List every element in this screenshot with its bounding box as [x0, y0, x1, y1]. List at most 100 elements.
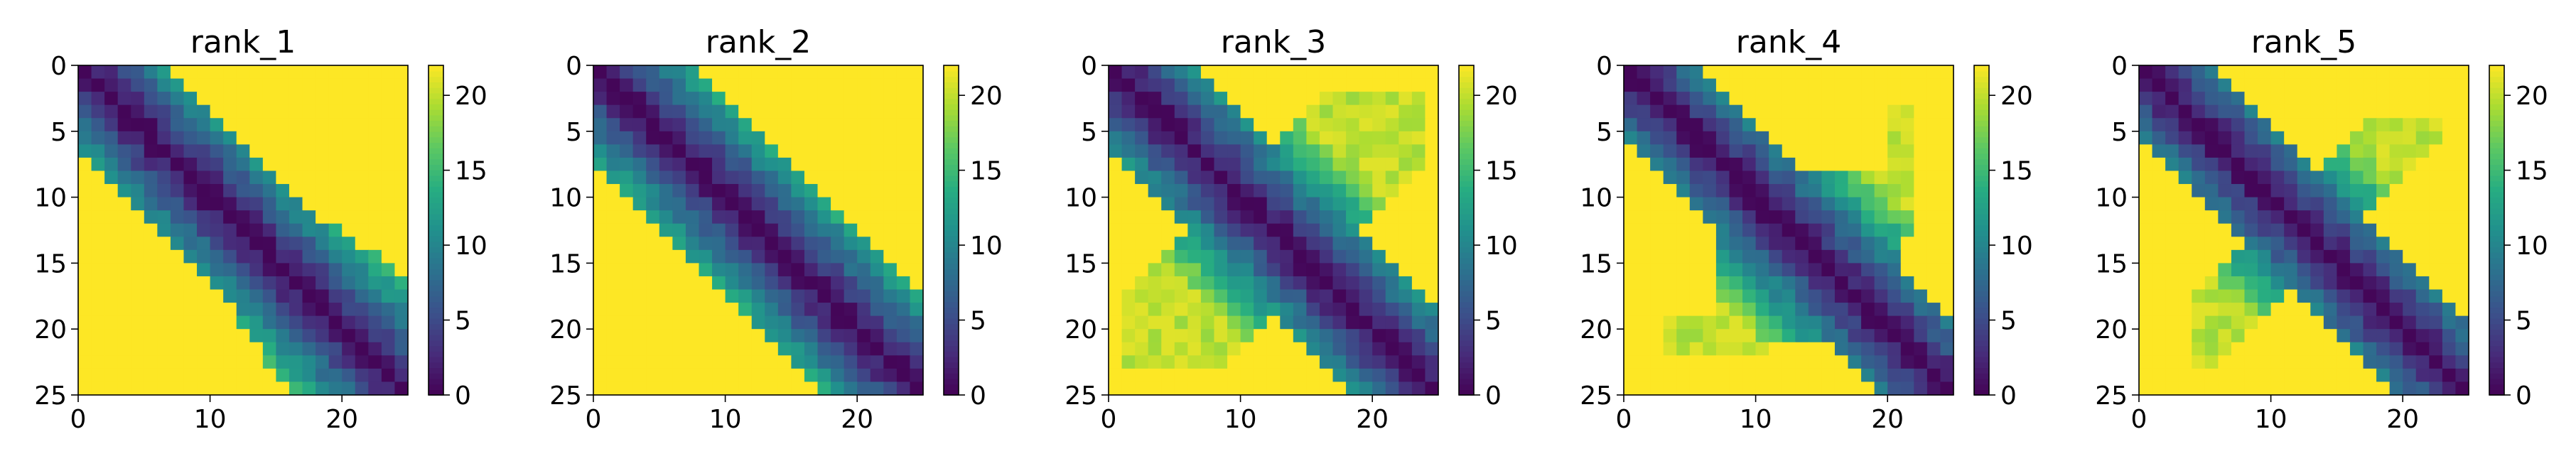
heatmap-cell: [381, 276, 396, 291]
heatmap-cell: [1755, 355, 1769, 369]
heatmap-cell: [1808, 368, 1822, 383]
heatmap-cell: [1834, 184, 1849, 198]
heatmap-cell: [844, 118, 858, 132]
x-tick-label: 10: [1224, 405, 1257, 434]
heatmap-cell: [2244, 184, 2258, 198]
heatmap-cell: [1926, 104, 1941, 119]
heatmap-cell: [738, 342, 753, 356]
heatmap-cell: [817, 237, 831, 251]
heatmap-cell: [910, 249, 924, 264]
heatmap-cell: [223, 355, 237, 369]
heatmap-cell: [1848, 315, 1862, 330]
heatmap-cell: [91, 263, 105, 277]
heatmap-cell: [1319, 157, 1334, 172]
y-tick-label: 0: [566, 52, 582, 81]
heatmap-cell: [183, 184, 198, 198]
heatmap-cell: [1715, 92, 1730, 106]
heatmap-cell: [1319, 118, 1334, 132]
panel-title: rank_5: [2251, 24, 2356, 60]
heatmap-cell: [1676, 315, 1691, 330]
heatmap-cell: [1926, 157, 1941, 172]
heatmap-cell: [91, 276, 105, 291]
heatmap-cell: [368, 104, 382, 119]
heatmap-cell: [1425, 223, 1439, 237]
heatmap-cell: [1926, 131, 1941, 145]
colorbar-segment: [944, 257, 959, 264]
heatmap-cell: [1254, 263, 1268, 277]
heatmap-cell: [791, 303, 805, 317]
heatmap-cell: [1254, 104, 1268, 119]
heatmap-cell: [302, 210, 316, 224]
heatmap-cell: [1240, 157, 1254, 172]
heatmap-cell: [1135, 78, 1149, 92]
panel-title: rank_4: [1736, 24, 1841, 60]
heatmap-cell: [606, 329, 620, 343]
heatmap-cell: [1174, 249, 1188, 264]
heatmap-cell: [91, 223, 105, 237]
heatmap-cell: [368, 237, 382, 251]
heatmap-cell: [2270, 303, 2285, 317]
heatmap-cell: [316, 223, 330, 237]
heatmap-cell: [1332, 78, 1347, 92]
heatmap-cell: [844, 144, 858, 158]
colorbar-tick-label: 0: [2000, 381, 2017, 411]
heatmap-cell: [1676, 355, 1691, 369]
heatmap-cell: [1663, 329, 1677, 343]
heatmap-cell: [593, 263, 608, 277]
heatmap-cell: [2218, 210, 2232, 224]
heatmap-cell: [2349, 170, 2364, 185]
heatmap-cell: [236, 104, 250, 119]
heatmap-cell: [236, 249, 250, 264]
heatmap-cell: [1385, 355, 1399, 369]
heatmap-cell: [632, 263, 647, 277]
heatmap-cell: [712, 78, 726, 92]
heatmap-cell: [236, 118, 250, 132]
heatmap-cell: [1742, 368, 1757, 383]
heatmap-cell: [831, 131, 845, 145]
heatmap-cell: [1848, 237, 1862, 251]
heatmap-cell: [2165, 170, 2179, 185]
heatmap-cell: [1782, 65, 1796, 80]
heatmap-cell: [2297, 329, 2311, 343]
colorbar-segment: [944, 197, 959, 204]
heatmap-cell: [91, 78, 105, 92]
heatmap-cell: [1161, 315, 1175, 330]
heatmap-cell: [1240, 144, 1254, 158]
heatmap-cell: [1214, 197, 1228, 211]
heatmap-cell: [1703, 144, 1717, 158]
heatmap-cell: [1874, 104, 1888, 119]
heatmap-cell: [170, 249, 185, 264]
heatmap-cell: [2349, 342, 2364, 356]
heatmap-cell: [316, 131, 330, 145]
heatmap-cell: [131, 237, 145, 251]
colorbar-segment: [2489, 158, 2504, 165]
heatmap-cell: [1200, 118, 1215, 132]
heatmap-cell: [1808, 303, 1822, 317]
heatmap-cell: [712, 184, 726, 198]
heatmap-cell: [1769, 342, 1783, 356]
heatmap-cell: [896, 355, 911, 369]
heatmap-cell: [1240, 289, 1254, 303]
heatmap-cell: [183, 381, 198, 396]
heatmap-cell: [328, 315, 343, 330]
heatmap-cell: [2231, 355, 2246, 369]
colorbar-segment: [1974, 197, 1989, 204]
heatmap-cell: [2192, 210, 2206, 224]
heatmap-cell: [1372, 78, 1386, 92]
heatmap-cell: [1214, 342, 1228, 356]
heatmap-cell: [1715, 223, 1730, 237]
heatmap-cell: [593, 210, 608, 224]
heatmap-cell: [777, 381, 792, 396]
heatmap-cell: [1399, 289, 1413, 303]
heatmap-cell: [1703, 303, 1717, 317]
heatmap-cell: [2455, 276, 2469, 291]
heatmap-cell: [1848, 104, 1862, 119]
heatmap-cell: [2429, 104, 2443, 119]
heatmap-cell: [2139, 92, 2153, 106]
heatmap-cell: [1372, 289, 1386, 303]
heatmap-cell: [1109, 249, 1123, 264]
heatmap-cell: [659, 104, 673, 119]
heatmap-cell: [1359, 157, 1373, 172]
colorbar-segment: [429, 87, 443, 94]
heatmap-cell: [2429, 329, 2443, 343]
